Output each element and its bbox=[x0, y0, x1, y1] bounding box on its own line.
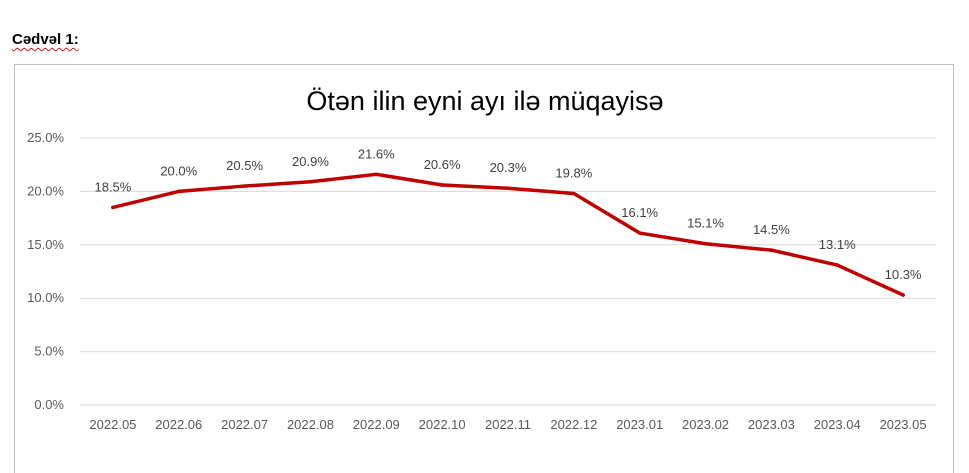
data-label: 15.1% bbox=[687, 216, 724, 231]
data-label: 19.8% bbox=[555, 166, 592, 181]
x-tick-label: 2023.03 bbox=[748, 417, 795, 432]
y-tick-label: 10.0% bbox=[27, 290, 64, 305]
x-tick-label: 2023.04 bbox=[814, 417, 861, 432]
x-tick-label: 2023.05 bbox=[880, 417, 927, 432]
x-tick-label: 2022.08 bbox=[287, 417, 334, 432]
x-tick-label: 2022.10 bbox=[419, 417, 466, 432]
data-label: 13.1% bbox=[819, 237, 856, 252]
x-tick-label: 2022.05 bbox=[89, 417, 136, 432]
series-group bbox=[111, 172, 905, 297]
x-tick-label: 2022.11 bbox=[485, 417, 531, 432]
data-label: 20.5% bbox=[226, 158, 263, 173]
data-point bbox=[111, 205, 115, 210]
data-point bbox=[835, 263, 840, 267]
data-point bbox=[308, 179, 313, 184]
data-point bbox=[572, 191, 576, 196]
y-tick-label: 5.0% bbox=[34, 344, 64, 359]
y-tick-label: 15.0% bbox=[27, 237, 64, 252]
x-tick-label: 2022.12 bbox=[550, 417, 597, 432]
data-label: 10.3% bbox=[885, 267, 922, 282]
data-point bbox=[901, 293, 905, 297]
x-axis-ticks: 2022.05 2022.06 2022.07 2022.08 2022.09 2022.… bbox=[89, 417, 926, 432]
data-label: 14.5% bbox=[753, 222, 790, 237]
data-point bbox=[637, 231, 642, 235]
data-label: 21.6% bbox=[358, 146, 395, 161]
x-tick-label: 2022.09 bbox=[353, 417, 400, 432]
table-caption: Cədvəl 1: bbox=[12, 31, 79, 48]
y-axis-ticks: 0.0% 5.0% 10.0% 15.0% 20.0% 25.0% bbox=[27, 130, 64, 412]
data-label: 20.3% bbox=[490, 160, 527, 175]
data-label: 20.0% bbox=[160, 163, 197, 178]
data-label: 20.6% bbox=[424, 157, 461, 172]
y-tick-label: 0.0% bbox=[34, 397, 64, 412]
gridlines bbox=[80, 137, 936, 406]
data-label: 18.5% bbox=[94, 179, 131, 194]
x-tick-label: 2022.07 bbox=[221, 417, 268, 432]
y-tick-label: 20.0% bbox=[27, 183, 64, 198]
data-label: 16.1% bbox=[621, 205, 658, 220]
data-point bbox=[703, 241, 708, 246]
chart-frame bbox=[14, 64, 954, 473]
x-tick-label: 2023.01 bbox=[616, 417, 663, 432]
chart-title: Ötən ilin eyni ayı ilə müqayisə bbox=[306, 86, 663, 116]
data-point bbox=[769, 248, 774, 252]
y-tick-label: 25.0% bbox=[27, 130, 64, 145]
x-tick-label: 2022.06 bbox=[155, 417, 202, 432]
data-point bbox=[176, 189, 181, 194]
data-point bbox=[506, 186, 510, 190]
data-point bbox=[242, 184, 247, 188]
data-label: 20.9% bbox=[292, 154, 329, 169]
data-labels: 18.5% 20.0% 20.5% 20.9% 21.6% 20.6% 20.3% 19.8%… bbox=[94, 146, 921, 282]
data-point bbox=[440, 183, 444, 187]
x-tick-label: 2023.02 bbox=[682, 417, 729, 432]
data-point bbox=[374, 172, 379, 177]
